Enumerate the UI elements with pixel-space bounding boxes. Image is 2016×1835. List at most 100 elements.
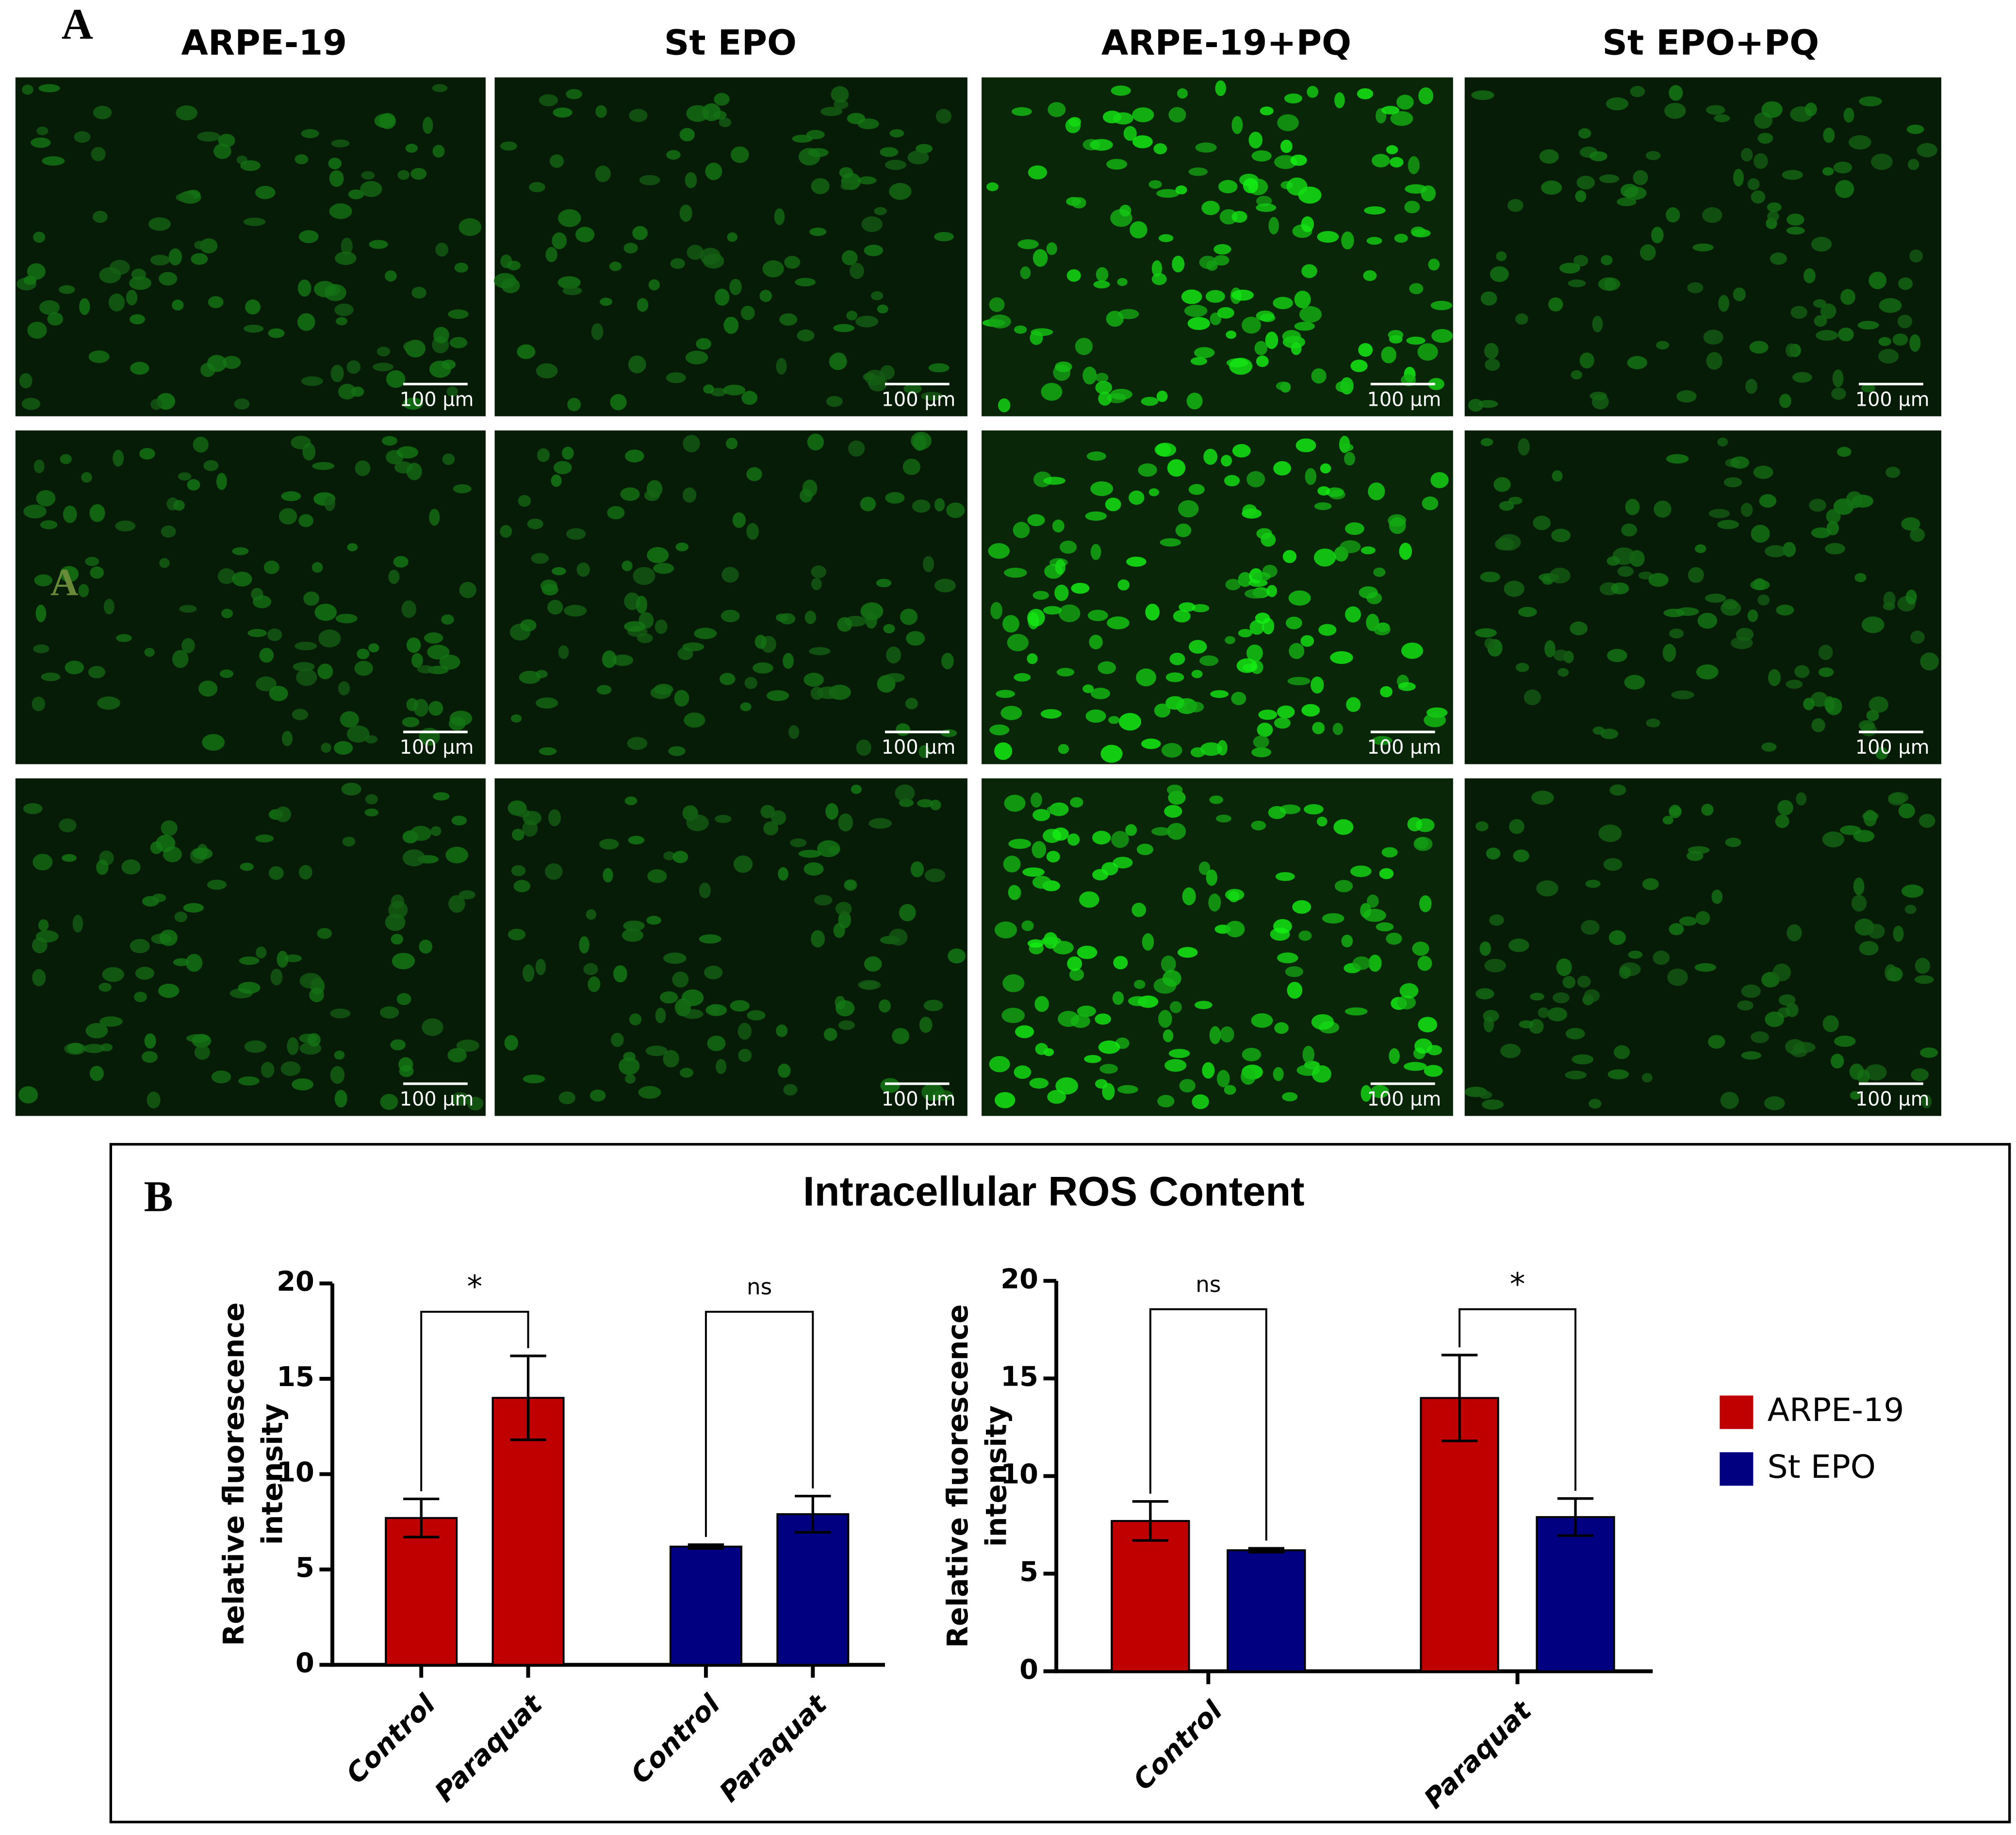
cell [1751, 190, 1766, 204]
cell [1706, 352, 1722, 370]
cell [672, 851, 688, 863]
cell [715, 288, 730, 306]
cell [529, 182, 545, 193]
cell [1688, 567, 1704, 583]
cell [422, 1018, 443, 1036]
cell [1277, 952, 1298, 963]
cell [566, 89, 582, 99]
cell [1156, 189, 1180, 198]
cell [1816, 330, 1838, 341]
cell [98, 983, 112, 992]
cell [1480, 438, 1493, 446]
cell [1857, 321, 1879, 330]
cell [1274, 717, 1291, 729]
cell [892, 1027, 909, 1044]
significance-bracket [1149, 1308, 1267, 1541]
cell [1418, 87, 1434, 105]
bar [385, 1517, 458, 1666]
cell [633, 567, 656, 585]
cell [896, 723, 910, 736]
cell [1823, 127, 1835, 143]
cell [1165, 672, 1184, 682]
cell [536, 697, 558, 709]
cell [1294, 290, 1311, 309]
cell [895, 784, 915, 802]
cell [369, 240, 388, 249]
cell [1509, 819, 1524, 834]
cell [1559, 263, 1580, 274]
cell [442, 360, 456, 370]
cell [1500, 1043, 1521, 1058]
cell [1885, 964, 1897, 981]
cell [545, 247, 557, 263]
cell [1721, 600, 1741, 616]
cell [1107, 616, 1130, 629]
cell [410, 826, 432, 841]
cell [1134, 979, 1146, 989]
cell [1687, 282, 1704, 294]
cell [1515, 313, 1528, 325]
cell [1786, 679, 1803, 689]
cell [1217, 307, 1234, 319]
cell [135, 967, 155, 980]
cell [1191, 670, 1203, 678]
cell [771, 810, 787, 825]
cell [1215, 814, 1231, 823]
cell [886, 646, 901, 664]
cell [1128, 996, 1148, 1006]
cell [547, 599, 563, 615]
cell [1481, 1099, 1504, 1110]
cell [1251, 150, 1272, 162]
cell [1112, 991, 1124, 1005]
cell [1244, 589, 1267, 599]
cell [811, 565, 826, 579]
cell [33, 231, 46, 243]
cell [354, 661, 373, 676]
cell [1421, 185, 1436, 202]
cell [763, 821, 779, 836]
cell [857, 176, 877, 184]
cell [1085, 511, 1107, 521]
cell [1389, 517, 1406, 534]
cell [113, 449, 124, 467]
cell [637, 298, 649, 312]
cell [1404, 200, 1420, 214]
cell [1723, 477, 1742, 488]
cell [1131, 902, 1147, 917]
cell [1702, 207, 1722, 223]
cell [1163, 1029, 1174, 1042]
cell [861, 216, 883, 232]
cell [917, 799, 934, 808]
cell [1740, 503, 1753, 517]
cell [1102, 1083, 1115, 1100]
cell [338, 681, 350, 695]
cell [1314, 502, 1332, 511]
cell [1679, 916, 1697, 926]
cell [27, 263, 46, 280]
cell [314, 603, 337, 621]
cell [32, 696, 46, 711]
cell [1761, 742, 1777, 752]
cell [1879, 298, 1902, 313]
micrograph [494, 430, 967, 764]
cell [1021, 920, 1034, 931]
cell [1231, 116, 1243, 134]
cell [270, 968, 283, 986]
cell [1868, 696, 1888, 713]
cell [1565, 1027, 1585, 1040]
cell [850, 263, 864, 279]
cell [341, 237, 353, 255]
cell [1883, 602, 1895, 611]
cell [623, 920, 645, 931]
cell [1536, 880, 1558, 897]
cell [1046, 242, 1057, 255]
cell [500, 525, 512, 538]
cell [1070, 1014, 1090, 1028]
cell [1866, 710, 1879, 721]
cell [1015, 1025, 1034, 1039]
cell [595, 165, 611, 182]
cell [721, 567, 739, 583]
cell [889, 129, 904, 138]
bar [1420, 1397, 1499, 1672]
cell [1483, 1016, 1494, 1033]
